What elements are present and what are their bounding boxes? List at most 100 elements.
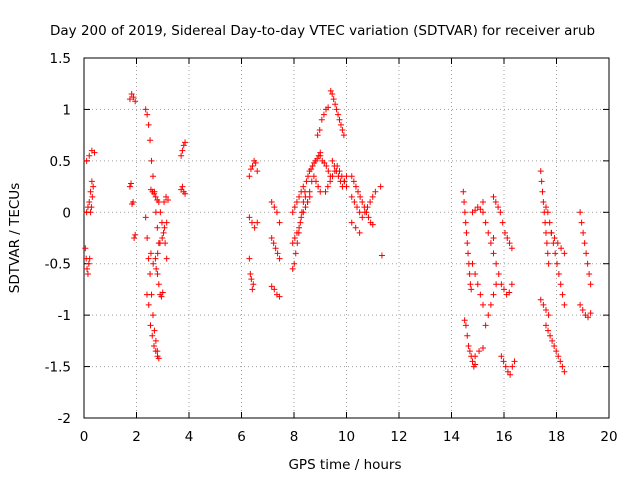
- data-point: [482, 322, 489, 329]
- data-point: [142, 214, 149, 221]
- data-point: [365, 214, 372, 221]
- data-point: [291, 235, 298, 241]
- data-point: [147, 137, 154, 144]
- data-point: [318, 116, 325, 123]
- y-tick-label: 1.5: [50, 51, 71, 67]
- data-point: [369, 193, 376, 200]
- data-point: [581, 240, 588, 247]
- data-point: [356, 209, 363, 216]
- data-point: [466, 271, 473, 277]
- data-point: [490, 193, 497, 200]
- data-point: [162, 240, 169, 247]
- data-point: [544, 209, 551, 216]
- data-point: [579, 307, 586, 313]
- data-point: [249, 163, 256, 169]
- data-point: [490, 235, 497, 241]
- data-point: [159, 235, 166, 241]
- data-point: [330, 96, 337, 103]
- data-point: [551, 235, 558, 241]
- data-point: [485, 312, 492, 319]
- data-point: [132, 231, 139, 238]
- data-point: [273, 209, 280, 216]
- data-point: [538, 178, 545, 185]
- data-point: [480, 209, 486, 216]
- x-tick-label: 14: [443, 429, 460, 445]
- data-point: [343, 183, 350, 190]
- data-point: [276, 255, 283, 262]
- x-tick-label: 8: [290, 429, 299, 445]
- data-point: [492, 199, 499, 205]
- data-point: [585, 314, 591, 321]
- data-point: [153, 265, 160, 272]
- data-point: [247, 166, 254, 173]
- data-point: [306, 193, 313, 200]
- data-point: [252, 159, 259, 166]
- y-tick-label: 1: [62, 102, 71, 118]
- data-point: [472, 353, 479, 360]
- data-point: [462, 219, 469, 226]
- data-point: [490, 291, 497, 298]
- data-point: [254, 168, 261, 175]
- data-point: [547, 332, 554, 339]
- data-point: [179, 183, 186, 190]
- data-point: [130, 94, 137, 101]
- data-point: [163, 255, 170, 262]
- data-point: [254, 219, 261, 226]
- x-tick-label: 0: [80, 429, 89, 445]
- data-point: [248, 276, 255, 283]
- data-point: [249, 286, 256, 293]
- data-point: [158, 293, 165, 300]
- data-point: [554, 260, 561, 267]
- y-tick-label: -0.5: [45, 257, 71, 273]
- data-point: [495, 271, 502, 277]
- data-point: [163, 193, 170, 200]
- data-point: [298, 188, 305, 195]
- data-point: [310, 173, 317, 180]
- data-point: [544, 250, 551, 257]
- x-tick-label: 6: [237, 429, 246, 445]
- data-point: [91, 149, 98, 156]
- data-point: [297, 219, 304, 226]
- data-point: [466, 348, 473, 355]
- data-point: [132, 98, 139, 105]
- x-axis-label: GPS time / hours: [288, 457, 401, 473]
- data-point: [501, 229, 508, 236]
- data-point: [558, 245, 565, 252]
- data-point: [84, 271, 91, 277]
- data-point: [84, 204, 91, 211]
- data-point: [511, 358, 518, 365]
- data-point: [291, 204, 298, 211]
- data-point: [126, 183, 133, 190]
- data-point: [302, 204, 309, 211]
- data-point: [337, 121, 344, 128]
- data-point: [464, 240, 471, 247]
- data-point: [372, 188, 379, 195]
- data-point: [296, 193, 303, 200]
- data-point: [142, 106, 149, 113]
- data-point: [477, 291, 484, 298]
- data-point: [324, 183, 331, 190]
- data-point: [338, 173, 345, 180]
- data-point: [340, 132, 347, 139]
- data-point: [465, 343, 472, 349]
- data-point: [545, 327, 552, 334]
- data-point: [477, 206, 484, 213]
- data-point: [586, 271, 593, 277]
- data-point: [352, 183, 359, 190]
- data-point: [276, 293, 283, 300]
- data-point: [151, 190, 158, 197]
- data-point: [367, 199, 374, 205]
- data-point: [545, 312, 552, 319]
- data-point: [155, 281, 162, 288]
- data-point: [300, 209, 307, 216]
- data-point: [336, 168, 343, 175]
- data-point: [250, 281, 257, 288]
- data-point: [497, 209, 504, 216]
- data-point: [329, 157, 336, 164]
- data-point: [369, 221, 376, 228]
- x-tick-label: 18: [548, 429, 565, 445]
- data-point: [154, 271, 161, 277]
- data-point: [296, 224, 303, 231]
- data-point: [154, 353, 161, 360]
- x-tick-label: 4: [185, 429, 194, 445]
